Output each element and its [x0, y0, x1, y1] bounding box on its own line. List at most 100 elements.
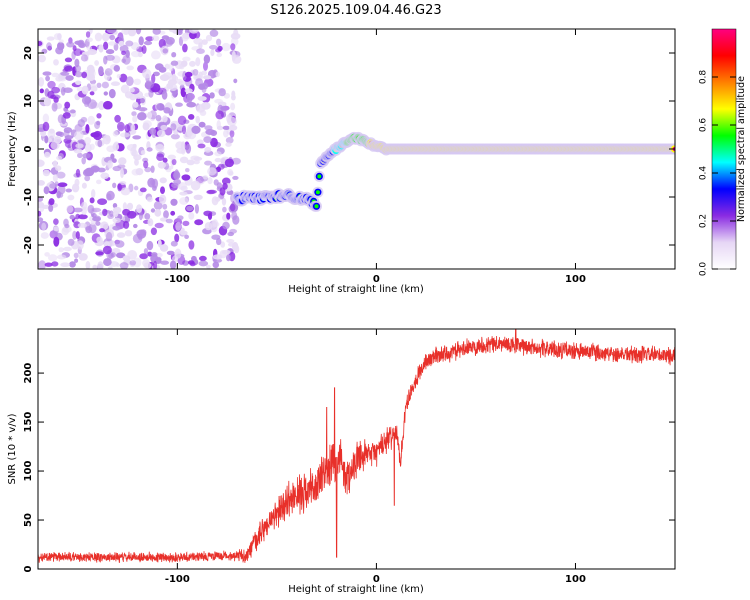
- noise-speck: [39, 88, 44, 94]
- noise-speck: [134, 185, 139, 191]
- noise-speck: [110, 81, 121, 86]
- noise-speck: [103, 100, 113, 110]
- y-tick-label: 20: [23, 46, 34, 60]
- noise-speck: [53, 236, 60, 247]
- noise-speck: [40, 232, 49, 239]
- noise-speck: [51, 102, 58, 112]
- noise-speck: [51, 72, 60, 78]
- noise-speck: [118, 157, 127, 166]
- y-tick-label: 100: [23, 461, 34, 482]
- noise-speck: [41, 222, 47, 231]
- noise-speck: [138, 210, 143, 221]
- noise-speck: [38, 217, 44, 223]
- noise-speck: [224, 158, 234, 168]
- noise-speck: [89, 91, 95, 96]
- noise-speck: [130, 123, 136, 133]
- noise-speck: [120, 132, 130, 138]
- noise-speck: [122, 202, 127, 211]
- noise-speck: [182, 56, 191, 62]
- noise-speck: [48, 198, 55, 206]
- noise-speck: [222, 177, 231, 185]
- x-tick-label: 100: [565, 274, 586, 285]
- y-tick-label: 0: [23, 565, 34, 572]
- noise-speck: [60, 262, 70, 268]
- noise-speck: [233, 244, 240, 254]
- noise-speck: [47, 80, 56, 89]
- noise-speck: [198, 121, 206, 128]
- noise-speck: [151, 50, 161, 60]
- noise-speck: [92, 264, 98, 269]
- noise-speck: [160, 124, 168, 131]
- noise-speck: [125, 49, 130, 59]
- noise-speck: [46, 36, 55, 41]
- noise-speck: [108, 88, 116, 99]
- noise-speck: [216, 238, 222, 246]
- noise-speck: [204, 160, 213, 166]
- noise-speck: [53, 226, 60, 232]
- noise-speck: [222, 125, 230, 130]
- noise-speck: [205, 34, 213, 42]
- noise-speck: [132, 101, 139, 108]
- noise-speck: [173, 130, 178, 135]
- noise-speck: [117, 121, 125, 132]
- noise-speck: [115, 240, 125, 248]
- noise-speck: [171, 158, 177, 166]
- noise-speck: [91, 213, 97, 218]
- noise-speck: [57, 254, 67, 260]
- noise-speck: [124, 230, 133, 237]
- noise-speck: [52, 174, 59, 182]
- noise-speck: [64, 223, 70, 229]
- noise-speck: [229, 228, 238, 234]
- noise-speck: [98, 100, 105, 111]
- noise-speck: [51, 261, 59, 267]
- noise-speck: [162, 115, 168, 123]
- noise-speck: [143, 40, 153, 46]
- noise-speck: [185, 144, 192, 154]
- noise-speck: [151, 252, 158, 257]
- colorbar-tick-label: 0.6: [699, 118, 709, 133]
- noise-speck: [160, 260, 170, 265]
- noise-speck: [222, 221, 230, 230]
- noise-speck: [231, 90, 236, 99]
- noise-speck: [170, 123, 177, 131]
- noise-speck: [95, 251, 104, 256]
- noise-speck: [191, 125, 201, 134]
- noise-speck: [94, 32, 103, 42]
- noise-speck: [69, 214, 75, 220]
- noise-speck: [74, 58, 80, 68]
- noise-speck: [92, 216, 101, 222]
- noise-speck: [177, 115, 187, 126]
- snr-panel: -100 0 100 0 50 100 150 200 Height of straight…: [7, 328, 676, 595]
- noise-speck: [139, 187, 147, 193]
- noise-speck: [118, 40, 125, 47]
- noise-speck: [190, 180, 201, 191]
- noise-speck: [38, 77, 45, 87]
- trace-point: [315, 190, 320, 195]
- noise-speck: [42, 121, 50, 132]
- noise-speck: [222, 249, 231, 255]
- noise-speck: [67, 194, 75, 201]
- noise-speck: [132, 135, 142, 140]
- noise-speck: [137, 107, 148, 112]
- noise-speck: [100, 221, 109, 230]
- noise-speck: [145, 36, 154, 42]
- noise-speck: [127, 250, 138, 260]
- noise-speck: [90, 220, 96, 226]
- noise-speck: [186, 159, 195, 166]
- noise-speck: [102, 208, 108, 217]
- noise-speck: [81, 96, 92, 105]
- noise-speck: [44, 262, 53, 267]
- y-tick-label: 150: [23, 412, 34, 433]
- noise-speck: [85, 261, 91, 269]
- y-tick-label: 0: [23, 145, 34, 152]
- noise-speck: [156, 129, 166, 138]
- noise-speck: [223, 129, 229, 138]
- noise-speck: [47, 128, 56, 139]
- snr-frame: [37, 328, 676, 570]
- noise-speck: [67, 238, 75, 246]
- noise-speck: [209, 45, 218, 50]
- noise-speck: [101, 81, 109, 89]
- noise-speck: [132, 143, 137, 148]
- x-tick-label: 0: [373, 574, 380, 585]
